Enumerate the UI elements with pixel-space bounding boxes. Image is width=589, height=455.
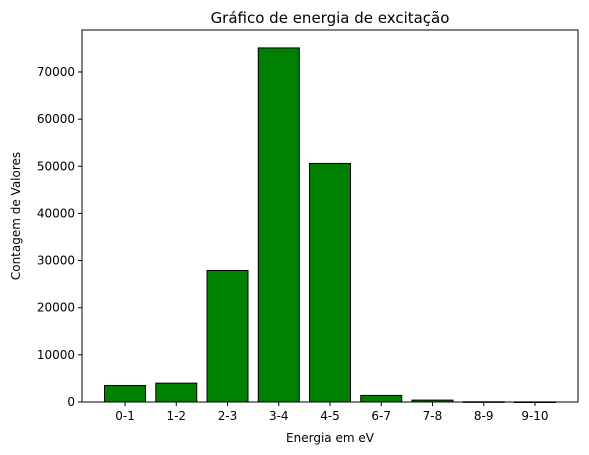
x-tick-label: 3-4: [269, 409, 289, 423]
y-tick-label: 10000: [37, 348, 75, 362]
y-tick-label: 30000: [37, 254, 75, 268]
bar-1-2: [155, 382, 198, 403]
chart-title: Gráfico de energia de excitação: [211, 9, 450, 27]
x-tick-label: 1-2: [166, 409, 186, 423]
x-axis-label: Energia em eV: [286, 431, 375, 445]
x-tick-label: 9-10: [521, 409, 548, 423]
y-tick-label: 60000: [37, 112, 75, 126]
x-tick-label: 8-9: [474, 409, 494, 423]
plot-frame: [81, 29, 579, 403]
y-axis-label: Contagem de Valores: [9, 152, 23, 280]
x-tick-label: 7-8: [423, 409, 443, 423]
bar-2-3: [206, 269, 249, 403]
x-tick-label: 0-1: [115, 409, 135, 423]
bar-4-5: [309, 162, 351, 403]
y-tick-label: 0: [67, 395, 75, 409]
x-tick-label: 6-7: [371, 409, 391, 423]
x-tick-label: 4-5: [320, 409, 340, 423]
y-tick-label: 20000: [37, 301, 75, 315]
y-tick-label: 70000: [37, 65, 75, 79]
y-tick-label: 40000: [37, 206, 75, 220]
plot-area: 0-1 1-2 2-3 3-4 4-5 6-7 7-8 8-9 9-10 0 10000 20000 3…: [37, 47, 556, 423]
x-tick-label: 2-3: [218, 409, 238, 423]
bar-6-7: [360, 394, 403, 403]
bar-3-4: [257, 47, 300, 403]
bar-0-1: [104, 384, 147, 403]
y-tick-label: 50000: [37, 159, 75, 173]
